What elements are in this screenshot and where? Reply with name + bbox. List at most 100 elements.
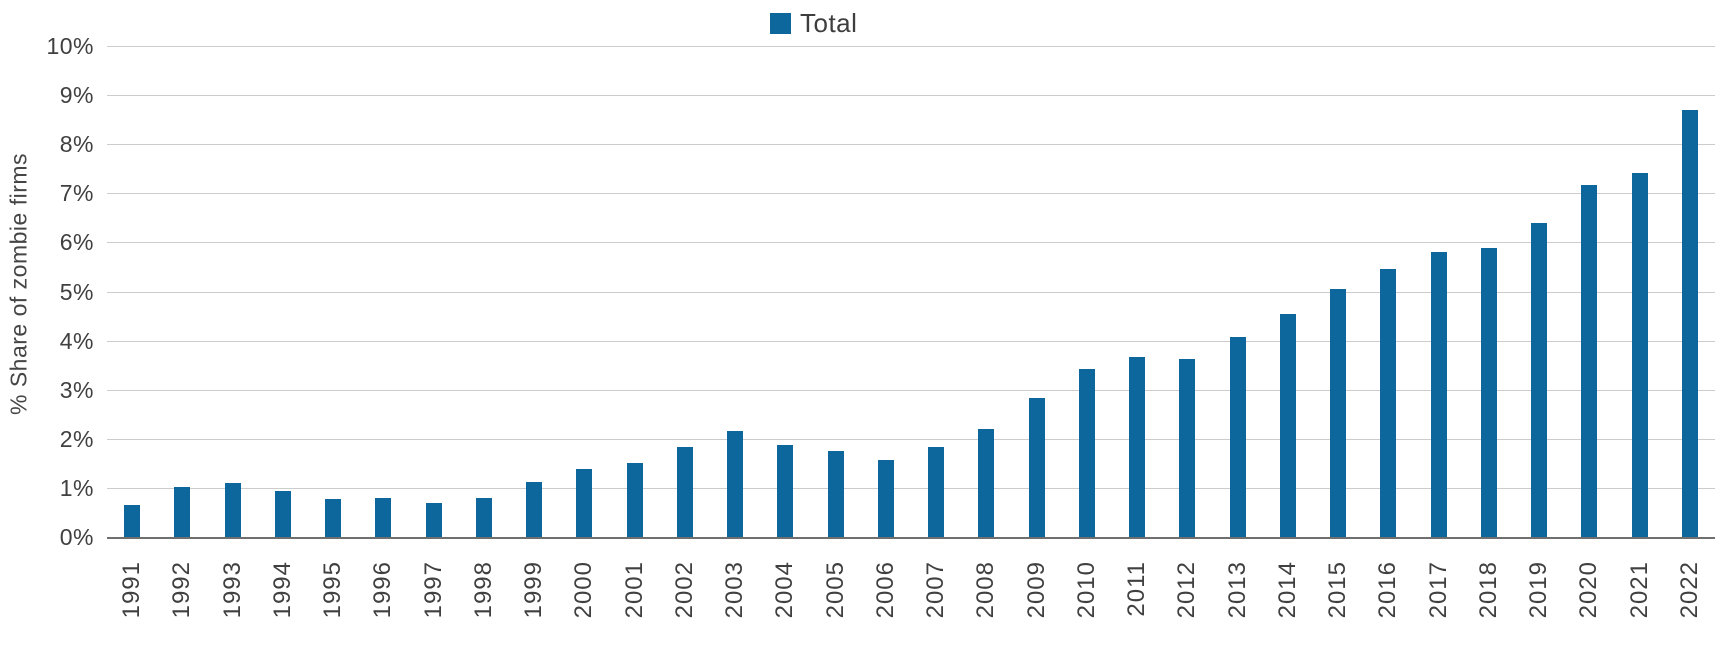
x-tick-label-1998: 1998 [469,561,497,619]
x-tick-slot-2006: 2006 [861,561,911,618]
x-tick-slot-2008: 2008 [961,561,1011,618]
x-axis-baseline [107,537,1715,539]
x-tick-slot-2012: 2012 [1162,561,1212,618]
x-tick-slot-2014: 2014 [1263,561,1313,618]
bar-slot-1991 [107,46,157,537]
x-tick-slot-2011: 2011 [1112,561,1162,618]
bar-slot-1993 [208,46,258,537]
gridline-7pct [107,193,1715,195]
x-tick-label-2016: 2016 [1374,561,1402,619]
bar-slot-2013 [1213,46,1263,537]
y-tick-label-1pct: 1% [59,474,94,501]
x-tick-label-1996: 1996 [369,561,397,619]
y-tick-label-3pct: 3% [59,376,94,403]
y-tick-label-7pct: 7% [59,180,94,207]
bar-1992 [174,487,191,537]
bar-slot-2001 [610,46,660,537]
bar-1997 [425,503,442,537]
legend-label-total: Total [800,8,858,38]
x-tick-label-2022: 2022 [1675,561,1703,619]
gridline-9pct [107,95,1715,97]
x-tick-label-1993: 1993 [218,561,246,619]
x-tick-label-2018: 2018 [1474,561,1502,619]
bar-slot-1998 [459,46,509,537]
bar-2000 [576,469,593,537]
bar-slot-2022 [1665,46,1715,537]
x-tick-slot-2017: 2017 [1414,561,1464,618]
bar-2013 [1229,337,1246,537]
x-tick-label-2003: 2003 [721,561,749,619]
y-tick-label-0pct: 0% [59,524,94,550]
bar-1995 [325,499,342,537]
bar-slot-2008 [961,46,1011,537]
x-tick-slot-1998: 1998 [459,561,509,618]
x-tick-label-2002: 2002 [670,561,698,619]
bar-slot-2021 [1615,46,1665,537]
x-tick-label-2011: 2011 [1123,561,1151,617]
gridline-3pct [107,389,1715,391]
bar-slot-2018 [1464,46,1514,537]
bar-slot-2005 [811,46,861,537]
bar-slot-1992 [157,46,207,537]
x-tick-slot-1994: 1994 [258,561,308,618]
x-tick-slot-1997: 1997 [409,561,459,618]
x-tick-slot-2004: 2004 [760,561,810,618]
bar-slot-2020 [1564,46,1614,537]
gridline-2pct [107,438,1715,440]
bar-slot-1994 [258,46,308,537]
bar-2021 [1631,173,1648,537]
x-tick-label-1997: 1997 [419,561,447,619]
bar-slot-1997 [409,46,459,537]
x-tick-slot-2005: 2005 [811,561,861,618]
bar-2002 [676,447,693,537]
bar-series-total [107,46,1715,537]
x-tick-label-2012: 2012 [1173,561,1201,619]
x-tick-label-2000: 2000 [570,561,598,619]
x-tick-slot-2002: 2002 [660,561,710,618]
bar-2009 [1028,397,1045,537]
bar-1991 [124,505,141,537]
bar-2006 [877,460,894,537]
bar-slot-2011 [1112,46,1162,537]
bar-slot-2009 [1012,46,1062,537]
bar-1998 [475,497,492,537]
bar-slot-2016 [1363,46,1413,537]
bar-2020 [1581,184,1598,537]
bar-slot-2010 [1062,46,1112,537]
x-tick-slot-1993: 1993 [208,561,258,618]
bar-slot-2002 [660,46,710,537]
bar-2014 [1279,313,1296,537]
bar-slot-2012 [1162,46,1212,537]
x-tick-slot-2010: 2010 [1062,561,1112,618]
gridline-10pct [107,46,1715,47]
x-tick-label-1995: 1995 [319,561,347,619]
plot-area [107,46,1715,539]
x-tick-slot-1991: 1991 [107,561,157,618]
gridline-6pct [107,242,1715,244]
y-tick-label-10pct: 10% [46,33,94,59]
x-tick-slot-1999: 1999 [509,561,559,618]
y-tick-label-6pct: 6% [59,229,94,256]
x-tick-label-2019: 2019 [1525,561,1553,619]
bar-2008 [978,429,995,537]
bar-slot-2006 [861,46,911,537]
bar-2005 [827,451,844,537]
bar-2019 [1531,222,1548,537]
x-tick-slot-2007: 2007 [911,561,961,618]
x-tick-slot-2003: 2003 [710,561,760,618]
bar-1999 [526,481,543,537]
bar-slot-2003 [710,46,760,537]
x-tick-slot-2015: 2015 [1313,561,1363,618]
y-tick-label-2pct: 2% [59,425,94,452]
chart-legend: Total [770,10,857,36]
x-tick-label-2010: 2010 [1072,561,1100,619]
bar-2018 [1480,248,1497,537]
bar-2010 [1078,368,1095,537]
bar-1994 [274,491,291,537]
bar-2022 [1681,109,1698,537]
y-tick-label-9pct: 9% [59,82,94,109]
bar-slot-2014 [1263,46,1313,537]
x-tick-label-1991: 1991 [118,561,146,619]
x-tick-label-2008: 2008 [972,561,1000,619]
x-tick-slot-2009: 2009 [1012,561,1062,618]
